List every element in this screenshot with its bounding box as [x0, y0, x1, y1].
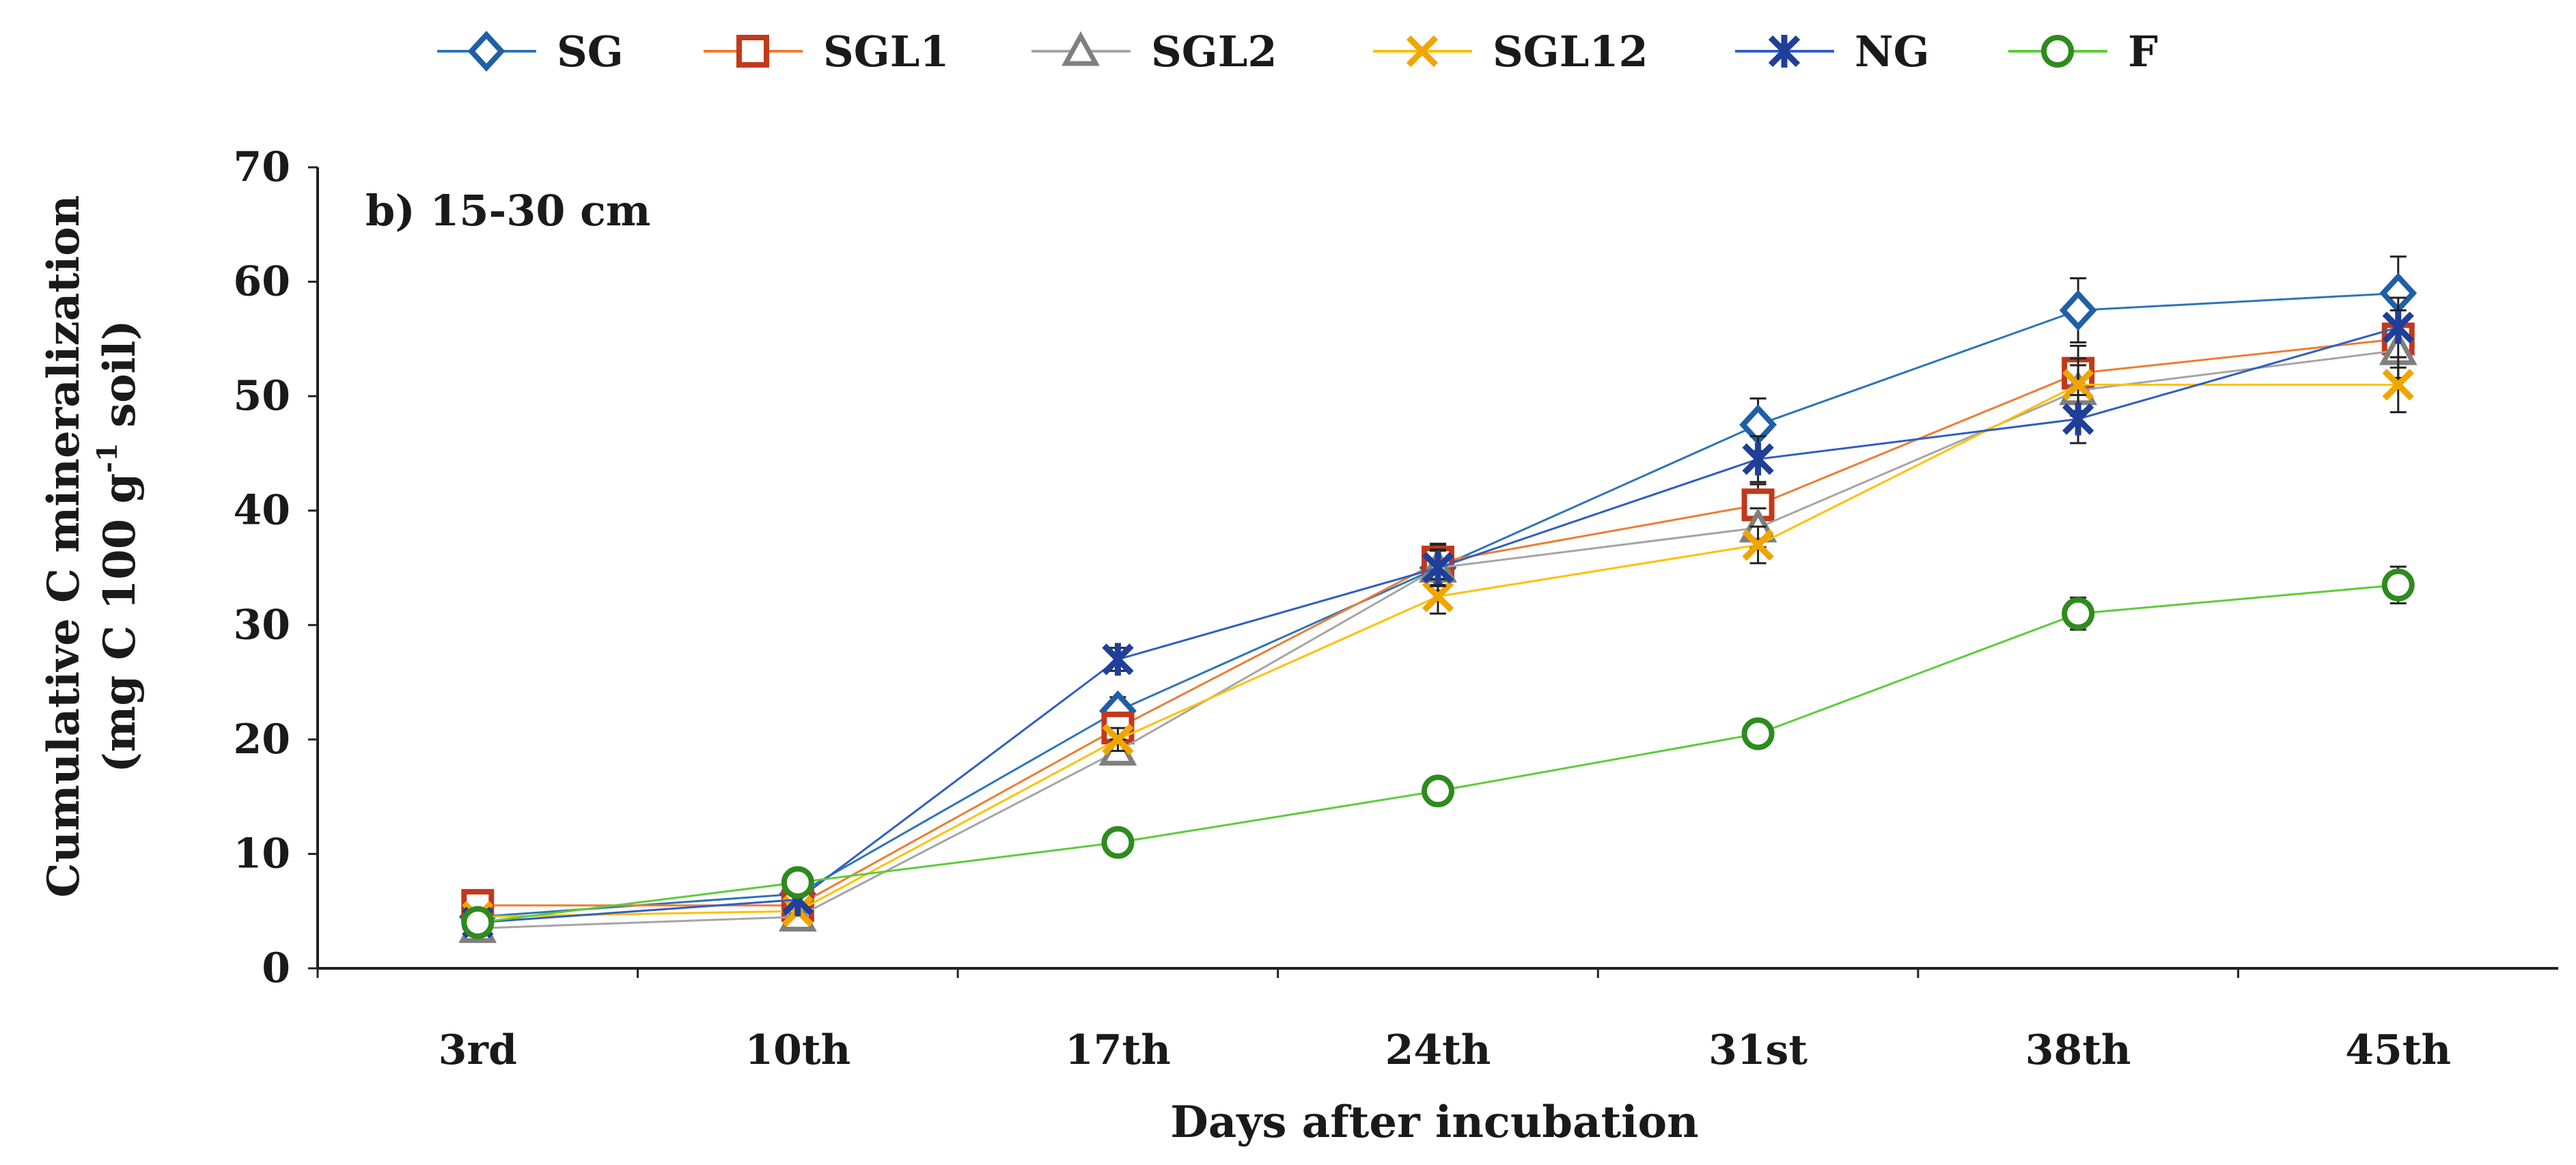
series-f: [461, 565, 2415, 939]
legend-label: SGL1: [823, 27, 949, 76]
data-point: [1422, 580, 1454, 613]
legend-item-ng: NG: [1735, 27, 1930, 76]
y-tick-label: 50: [234, 372, 291, 420]
y-axis-title: Cumulative C mineralization (mg C 100 g-…: [38, 195, 146, 898]
series-line: [477, 349, 2398, 929]
legend-item-sgl12: SGL12: [1373, 27, 1648, 76]
data-point: [1741, 717, 1775, 750]
y-tick-label: 40: [234, 487, 291, 535]
series-line: [477, 326, 2399, 924]
x-tick-label: 31st: [1708, 1026, 1808, 1074]
x-axis-ticks: 3rd 10th 17th 24th 31st 38th 45th: [316, 968, 2451, 1074]
legend-marker: [1062, 31, 1100, 66]
data-point: [2381, 568, 2415, 602]
data-point: [2062, 597, 2095, 630]
series-sgl2: [458, 322, 2418, 943]
plot-area: [458, 255, 2418, 943]
data-point: [1742, 443, 1774, 476]
data-point: [461, 906, 495, 939]
y-tick-label: 0: [262, 944, 290, 992]
x-tick-label: 24th: [1385, 1026, 1491, 1074]
legend-label: F: [2128, 27, 2158, 76]
legend-marker: [1406, 35, 1439, 68]
legend-item-sg: SG: [437, 27, 624, 76]
legend-label: SGL2: [1151, 27, 1277, 76]
y-tick-label: 20: [234, 716, 291, 763]
series-ng: [462, 296, 2414, 939]
data-point: [2062, 369, 2094, 401]
legend-marker: [1768, 35, 1801, 68]
y-tick-label: 70: [234, 143, 291, 191]
series-sgl12: [462, 356, 2414, 933]
legend-label: SGL12: [1493, 27, 1648, 76]
data-point: [781, 866, 814, 899]
y-axis-title-line2: (mg C 100 g-1 soil): [92, 320, 146, 772]
legend-item-sgl2: SGL2: [1031, 27, 1277, 76]
data-point: [2059, 290, 2097, 331]
series-sgl1: [461, 309, 2415, 922]
legend-item-sgl1: SGL1: [704, 27, 949, 76]
series-line: [477, 584, 2398, 924]
x-axis-title: Days after incubation: [1170, 1097, 1698, 1148]
legend-marker: [736, 35, 769, 68]
y-axis-title-line2-suffix: soil): [94, 320, 146, 443]
legend-marker: [467, 31, 505, 72]
series-line: [477, 337, 2398, 907]
legend-label: NG: [1855, 27, 1930, 76]
y-axis-ticks: 0 10 20 30 40 50 60 70: [234, 143, 318, 992]
data-point: [2382, 369, 2414, 401]
data-point: [1742, 529, 1774, 561]
panel-label: b) 15-30 cm: [365, 186, 651, 236]
y-axis-title-line2-sup: -1: [92, 443, 124, 473]
legend-marker: [2041, 35, 2074, 68]
data-point: [1101, 826, 1135, 859]
x-tick-label: 10th: [745, 1026, 850, 1074]
y-tick-label: 30: [234, 601, 291, 649]
data-point: [1422, 774, 1454, 808]
legend-label: SG: [557, 27, 624, 76]
data-point: [1102, 723, 1134, 756]
x-tick-label: 38th: [2025, 1026, 2131, 1074]
x-tick-label: 3rd: [439, 1026, 517, 1074]
axes: [316, 167, 2558, 970]
data-point: [2382, 311, 2414, 344]
data-point: [1422, 551, 1454, 585]
legend: SG SGL1 SGL2 SGL12 NG F: [437, 27, 2158, 76]
y-axis-title-line1: Cumulative C mineralization: [38, 195, 89, 898]
legend-item-f: F: [2008, 27, 2158, 76]
y-axis-title-line2-prefix: (mg C 100 g: [94, 473, 146, 773]
x-tick-label: 45th: [2345, 1026, 2451, 1074]
y-tick-label: 10: [234, 830, 291, 878]
x-tick-label: 17th: [1065, 1026, 1171, 1074]
y-tick-label: 60: [234, 258, 291, 306]
data-point: [2062, 402, 2094, 436]
series-line: [477, 383, 2398, 918]
data-point: [1102, 643, 1134, 676]
